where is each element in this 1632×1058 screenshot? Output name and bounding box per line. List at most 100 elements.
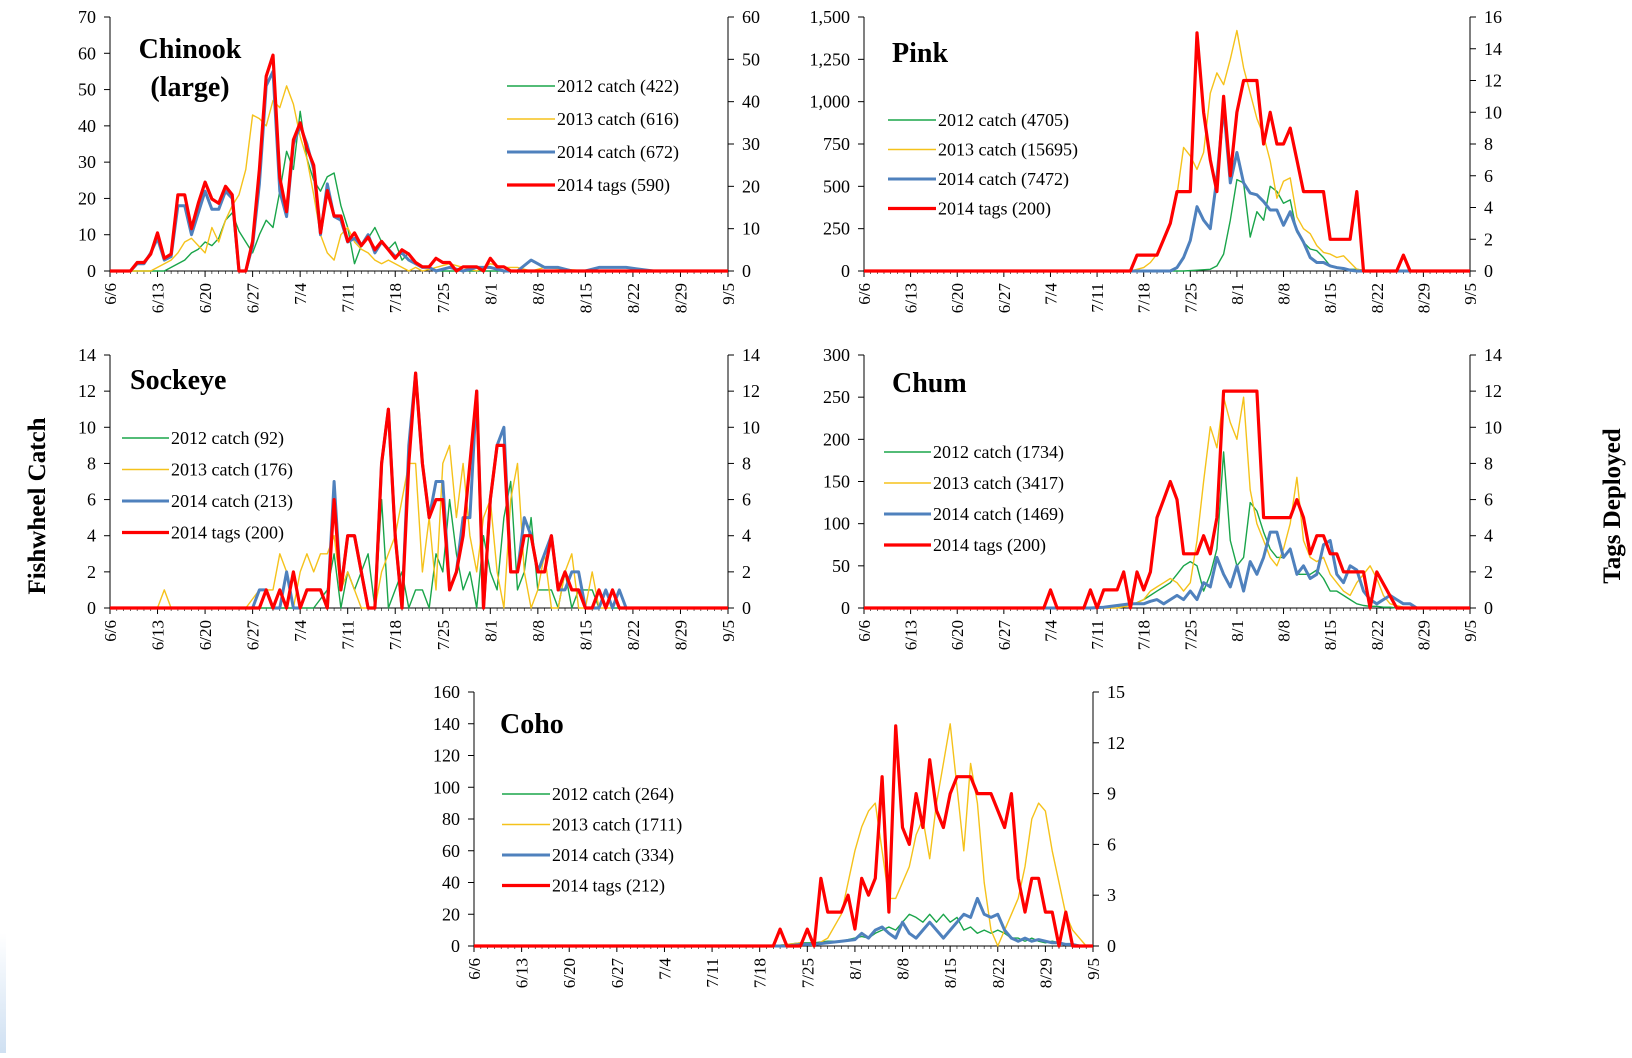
left-tick-label: 120 — [433, 746, 460, 766]
series-line — [474, 724, 1093, 948]
right-tick-label: 6 — [742, 490, 751, 510]
right-tick-label: 20 — [742, 176, 760, 196]
x-tick-label: 6/27 — [244, 620, 263, 651]
x-tick-label: 6/20 — [196, 620, 215, 650]
series-line — [864, 105, 1470, 273]
left-tick-label: 10 — [78, 417, 96, 437]
x-tick-label: 6/6 — [855, 283, 874, 305]
x-tick-label: 7/4 — [291, 283, 310, 305]
legend-label: 2013 catch (176) — [171, 460, 293, 481]
x-tick-label: 9/5 — [1461, 283, 1480, 305]
right-axis-title: Tags Deployed — [1599, 428, 1626, 584]
legend-label: 2014 catch (672) — [557, 142, 679, 163]
left-tick-label: 750 — [823, 134, 850, 154]
right-tick-label: 2 — [742, 562, 751, 582]
right-tick-label: 14 — [1484, 39, 1502, 59]
right-tick-label: 6 — [1484, 490, 1493, 510]
x-tick-label: 6/13 — [149, 620, 168, 650]
x-tick-label: 7/25 — [434, 283, 453, 313]
x-tick-label: 7/18 — [1135, 283, 1154, 313]
right-tick-label: 2 — [1484, 229, 1493, 249]
legend-label: 2012 catch (422) — [557, 76, 679, 97]
legend-label: 2012 catch (92) — [171, 428, 284, 449]
right-tick-label: 12 — [742, 381, 760, 401]
series-line — [110, 444, 728, 609]
legend-label: 2014 tags (200) — [171, 523, 284, 544]
left-tick-label: 20 — [442, 904, 460, 924]
x-tick-label: 6/13 — [902, 283, 921, 313]
legend-label: 2013 catch (3417) — [933, 473, 1064, 494]
chart-title: Chum — [892, 368, 967, 399]
x-tick-label: 8/15 — [941, 958, 960, 988]
right-tick-label: 10 — [742, 417, 760, 437]
series-line — [864, 396, 1470, 609]
chart-panel-5: 0 20 40 60 80 100 120 140 160 0 3 6 9 12 15 6/6 6/13 6/20… — [433, 682, 1125, 988]
left-tick-label: 40 — [442, 873, 460, 893]
chart-panel-1: 0 10 20 30 40 50 60 70 0 10 20 30 40 50 60 6/6 6/13 6/20 6… — [78, 7, 760, 313]
series-line — [474, 896, 1093, 948]
legend-label: 2014 tags (200) — [938, 199, 1051, 220]
left-tick-label: 1,500 — [810, 7, 851, 27]
left-tick-label: 140 — [433, 714, 460, 734]
x-tick-label: 7/4 — [291, 620, 310, 642]
chart-title: (large) — [150, 72, 229, 103]
left-tick-label: 50 — [78, 80, 96, 100]
right-tick-label: 8 — [1484, 453, 1493, 473]
left-tick-label: 0 — [841, 598, 850, 618]
x-tick-label: 8/15 — [1321, 620, 1340, 650]
right-tick-label: 40 — [742, 92, 760, 112]
left-tick-label: 250 — [823, 387, 850, 407]
left-tick-label: 0 — [841, 261, 850, 281]
x-tick-label: 8/29 — [1414, 620, 1433, 650]
x-tick-label: 8/1 — [846, 958, 865, 980]
x-tick-label: 8/15 — [576, 620, 595, 650]
legend-label: 2014 catch (7472) — [938, 169, 1069, 190]
x-tick-label: 8/1 — [1228, 283, 1247, 305]
x-tick-label: 7/4 — [655, 958, 674, 980]
series-line — [864, 389, 1470, 610]
chart-title: Coho — [500, 709, 564, 740]
right-tick-label: 6 — [1484, 166, 1493, 186]
x-tick-label: 6/6 — [855, 620, 874, 642]
left-tick-label: 40 — [78, 116, 96, 136]
legend-label: 2014 tags (590) — [557, 175, 670, 196]
right-tick-label: 12 — [1484, 71, 1502, 91]
chart-title: Sockeye — [130, 365, 226, 396]
left-tick-label: 10 — [78, 225, 96, 245]
x-tick-label: 8/29 — [671, 620, 690, 650]
x-tick-label: 6/27 — [995, 283, 1014, 314]
series-line — [474, 723, 1093, 947]
legend-label: 2012 catch (1734) — [933, 442, 1064, 463]
left-tick-label: 200 — [823, 429, 850, 449]
x-tick-label: 8/1 — [1228, 620, 1247, 642]
legend-label: 2014 tags (200) — [933, 535, 1046, 556]
x-tick-label: 9/5 — [1461, 620, 1480, 642]
x-tick-label: 6/13 — [902, 620, 921, 650]
x-tick-label: 6/20 — [948, 620, 967, 650]
left-tick-label: 160 — [433, 682, 460, 702]
right-tick-label: 0 — [1484, 261, 1493, 281]
left-tick-label: 0 — [87, 261, 96, 281]
x-tick-label: 7/11 — [1088, 283, 1107, 313]
right-tick-label: 12 — [1107, 733, 1125, 753]
right-tick-label: 10 — [742, 219, 760, 239]
legend-label: 2012 catch (264) — [552, 784, 674, 805]
left-tick-label: 50 — [832, 556, 850, 576]
left-tick-label: 0 — [451, 936, 460, 956]
left-tick-label: 6 — [87, 490, 96, 510]
legend-label: 2013 catch (616) — [557, 109, 679, 130]
x-tick-label: 8/29 — [671, 283, 690, 313]
right-tick-label: 14 — [1484, 345, 1502, 365]
right-tick-label: 0 — [1107, 936, 1116, 956]
right-tick-label: 0 — [742, 598, 751, 618]
right-tick-label: 9 — [1107, 784, 1116, 804]
x-tick-label: 9/5 — [1084, 958, 1103, 980]
x-tick-label: 7/25 — [798, 958, 817, 988]
edge-decoration — [0, 933, 6, 1053]
right-tick-label: 50 — [742, 49, 760, 69]
x-tick-label: 7/25 — [1181, 283, 1200, 313]
x-tick-label: 7/11 — [339, 620, 358, 650]
x-tick-label: 8/22 — [989, 958, 1008, 988]
x-tick-label: 8/8 — [529, 620, 548, 642]
left-tick-label: 4 — [87, 526, 96, 546]
